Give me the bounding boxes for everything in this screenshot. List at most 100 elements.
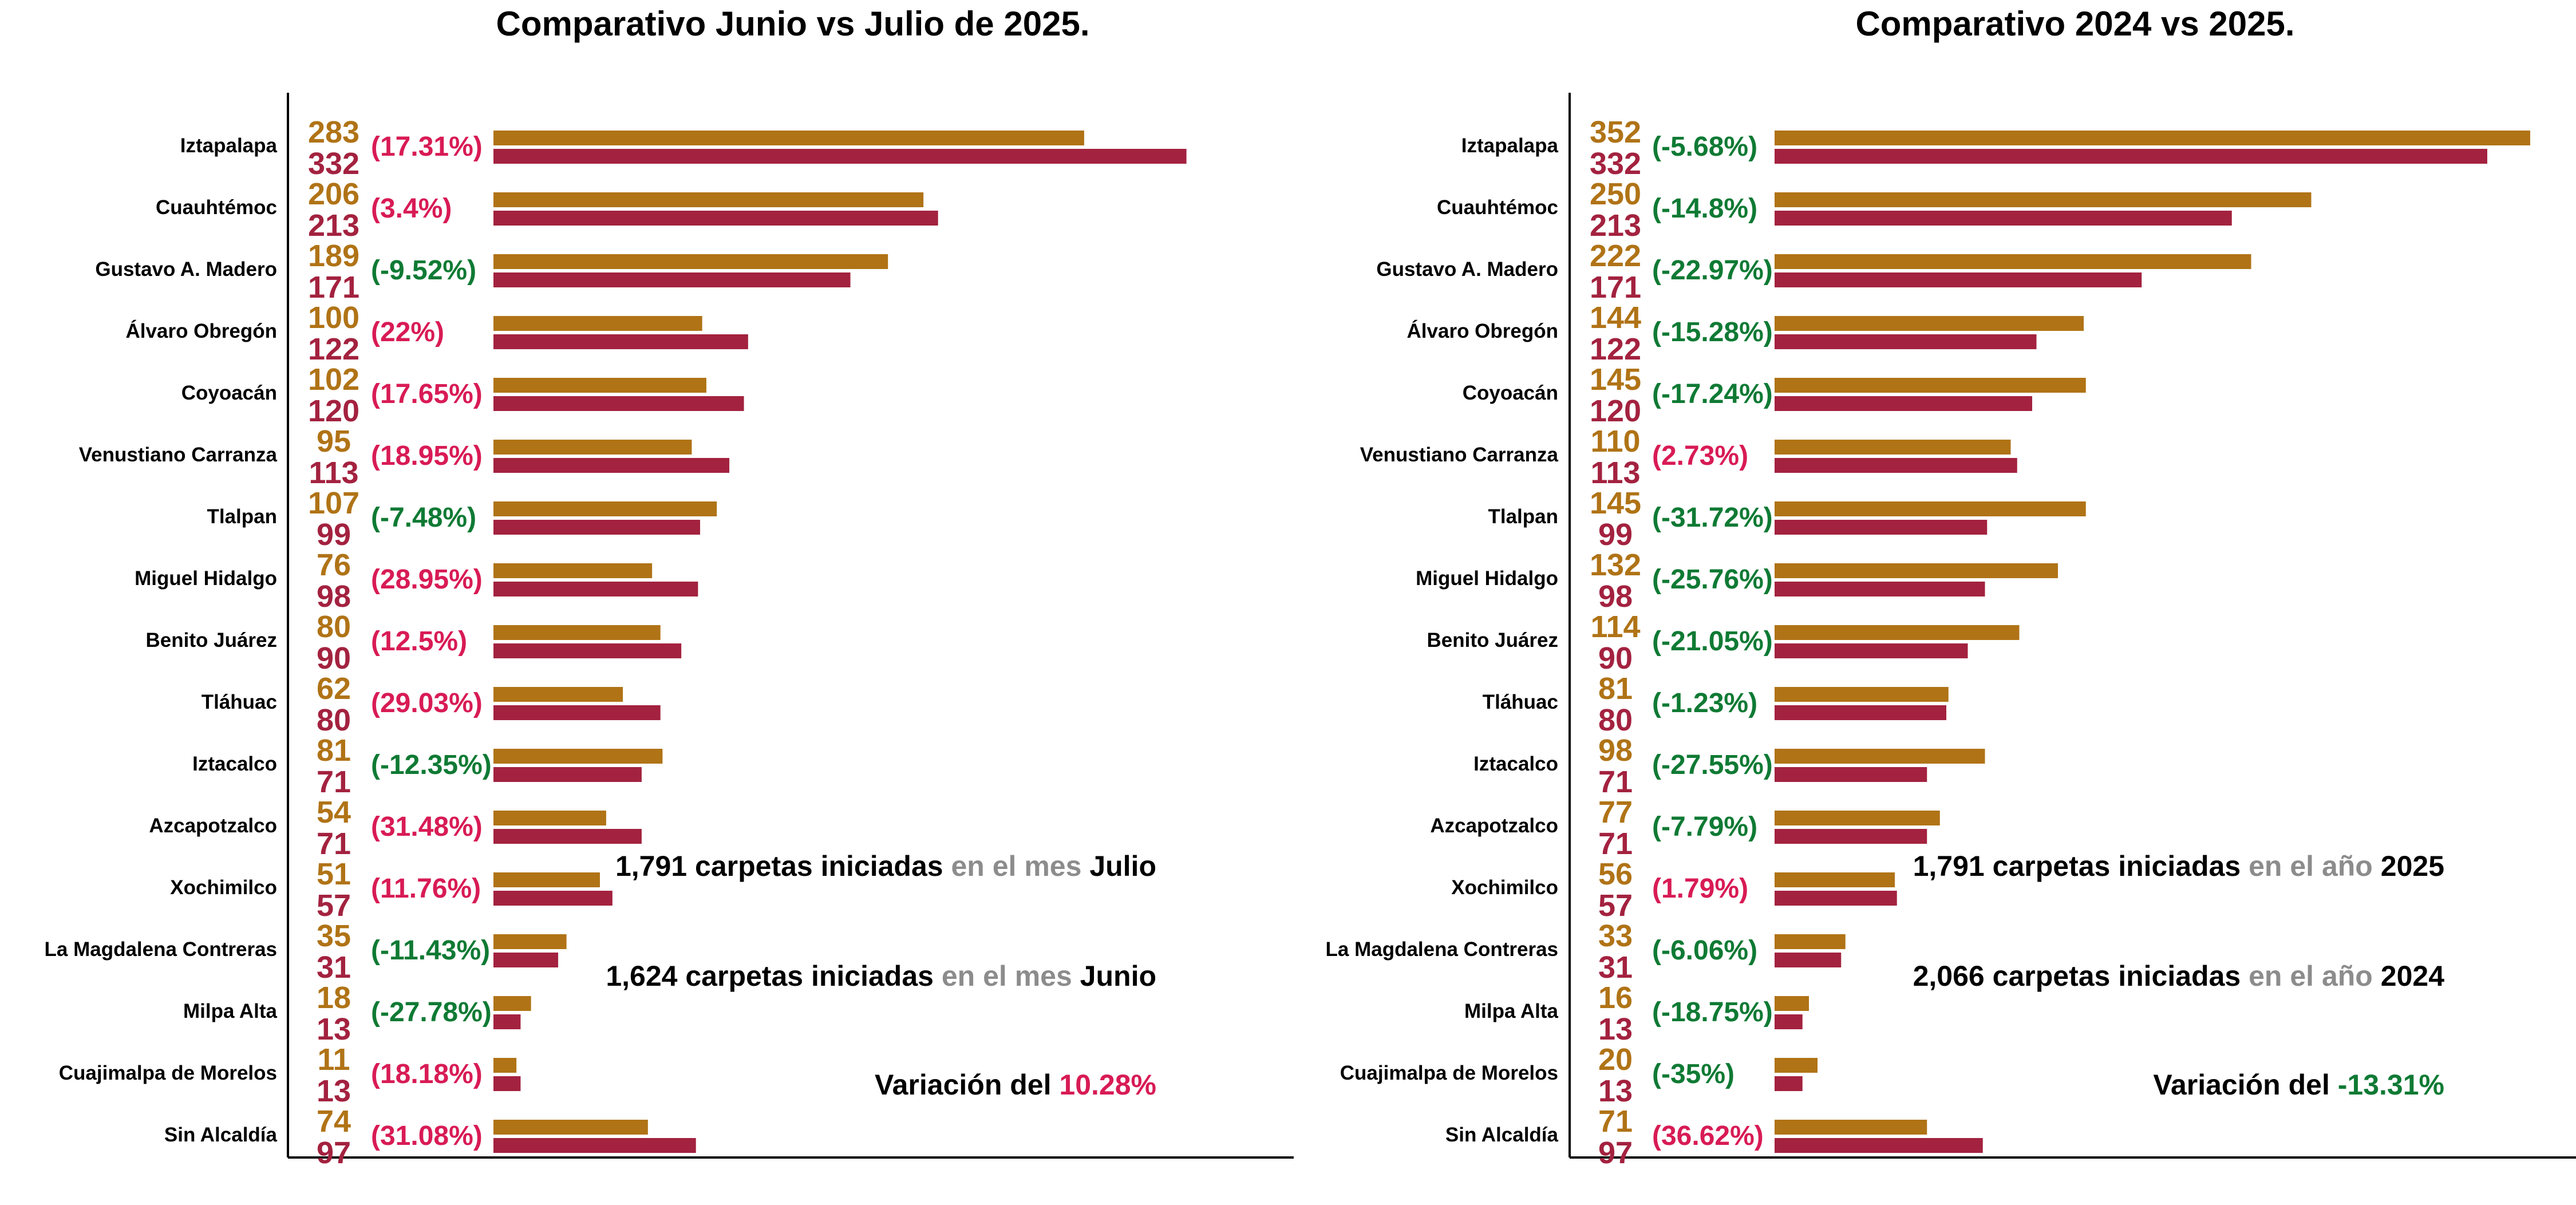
prior-bar	[493, 501, 717, 516]
prior-bar	[1775, 934, 1846, 949]
current-bar	[493, 1138, 696, 1153]
prior-value-label: 35	[317, 919, 351, 953]
variation-label: (-15.28%)	[1652, 317, 1773, 347]
category-label: Xochimilco	[170, 876, 277, 899]
category-label: La Magdalena Contreras	[45, 938, 278, 961]
prior-value-label: 206	[308, 177, 359, 211]
variation-label: (28.95%)	[371, 564, 483, 595]
current-bar	[493, 1076, 520, 1091]
current-value-label: 13	[1598, 1012, 1633, 1046]
current-value-label: 97	[1598, 1136, 1633, 1170]
prior-bar	[1775, 501, 2086, 516]
current-bar	[1775, 767, 1927, 782]
category-label: Iztacalco	[192, 753, 277, 775]
prior-bar	[1775, 1058, 1818, 1073]
prior-value-label: 18	[317, 981, 351, 1015]
current-bar	[493, 953, 558, 967]
current-bar	[493, 1014, 520, 1029]
category-label: Cuauhtémoc	[1437, 196, 1558, 219]
current-bar	[493, 705, 661, 720]
summary-variation-prefix: Variación del	[2153, 1069, 2329, 1101]
summary-current-count: 1,791	[615, 850, 687, 882]
prior-value-label: 144	[1590, 301, 1641, 335]
summary-current-muted: en el mes	[951, 850, 1082, 882]
current-value-label: 31	[1598, 950, 1633, 985]
chart-title: Comparativo Junio vs Julio de 2025.	[496, 5, 1090, 43]
current-bar	[493, 891, 613, 906]
prior-bar	[1775, 316, 2084, 331]
category-label: Cuauhtémoc	[156, 196, 277, 219]
current-value-label: 122	[308, 332, 359, 366]
prior-bar	[1775, 687, 1949, 702]
prior-bar	[493, 254, 888, 269]
variation-label: (-7.79%)	[1652, 812, 1757, 842]
current-value-label: 213	[308, 208, 359, 243]
variation-label: (22%)	[371, 317, 444, 347]
prior-bar	[493, 440, 692, 455]
prior-value-label: 352	[1590, 115, 1641, 149]
current-value-label: 113	[1590, 456, 1640, 490]
current-value-label: 97	[317, 1136, 351, 1170]
current-bar	[1775, 272, 2142, 287]
category-label: Miguel Hidalgo	[135, 567, 277, 590]
prior-bar	[493, 1120, 648, 1135]
variation-label: (-22.97%)	[1652, 255, 1773, 286]
current-bar	[1775, 1138, 1983, 1153]
prior-value-label: 132	[1590, 548, 1641, 582]
category-label: Miguel Hidalgo	[1416, 567, 1558, 590]
current-bar	[1775, 582, 1985, 596]
variation-label: (-25.76%)	[1652, 564, 1773, 595]
prior-value-label: 110	[1590, 424, 1640, 459]
category-label: Benito Juárez	[1427, 629, 1559, 651]
prior-value-label: 98	[1598, 733, 1633, 768]
category-label: Tláhuac	[1483, 691, 1558, 713]
prior-bar	[493, 934, 567, 949]
category-label: Coyoacán	[181, 382, 277, 404]
variation-label: (-17.24%)	[1652, 379, 1773, 409]
variation-label: (-31.72%)	[1652, 503, 1773, 533]
variation-label: (-1.23%)	[1652, 688, 1757, 718]
prior-bar	[1775, 1120, 1927, 1135]
current-value-label: 13	[317, 1074, 351, 1108]
current-value-label: 99	[317, 517, 351, 552]
prior-bar	[1775, 749, 1985, 764]
summary-prior-text: carpetas iniciadas	[685, 960, 934, 992]
current-bar	[1775, 1076, 1803, 1091]
variation-label: (31.48%)	[371, 812, 483, 842]
prior-bar	[493, 1058, 516, 1073]
prior-value-label: 81	[1598, 671, 1633, 706]
category-label: Gustavo A. Madero	[95, 258, 277, 280]
summary-current-text: carpetas iniciadas	[1993, 850, 2241, 882]
summary-variation: Variación del 10.28%	[875, 1069, 1156, 1101]
prior-value-label: 33	[1598, 919, 1633, 953]
variation-label: (17.65%)	[371, 379, 483, 409]
category-label: Iztapalapa	[1461, 135, 1559, 157]
current-value-label: 57	[317, 888, 351, 923]
summary-prior-muted: en el año	[2249, 960, 2373, 992]
current-value-label: 57	[1598, 888, 1633, 923]
variation-label: (-21.05%)	[1652, 626, 1773, 657]
current-value-label: 213	[1590, 208, 1641, 243]
current-value-label: 171	[1590, 270, 1641, 305]
summary-prior-muted: en el mes	[942, 960, 1072, 992]
current-value-label: 332	[1590, 147, 1641, 181]
current-bar	[493, 643, 681, 658]
prior-bar	[493, 192, 923, 207]
variation-label: (-12.35%)	[371, 750, 492, 780]
summary-current-muted: en el año	[2249, 850, 2373, 882]
variation-label: (31.08%)	[371, 1121, 483, 1151]
prior-value-label: 77	[1598, 795, 1633, 829]
prior-value-label: 71	[1598, 1104, 1633, 1139]
current-bar	[493, 272, 851, 287]
category-label: Iztapalapa	[180, 135, 278, 157]
summary-prior-count: 1,624	[606, 960, 677, 992]
summary-prior-period: 2024	[2381, 960, 2444, 992]
variation-label: (36.62%)	[1652, 1121, 1764, 1151]
current-bar	[1775, 891, 1897, 906]
current-value-label: 98	[1598, 579, 1633, 614]
prior-bar	[1775, 440, 2011, 455]
summary-variation: Variación del -13.31%	[2153, 1069, 2444, 1101]
current-bar	[493, 458, 729, 473]
prior-bar	[493, 131, 1084, 145]
